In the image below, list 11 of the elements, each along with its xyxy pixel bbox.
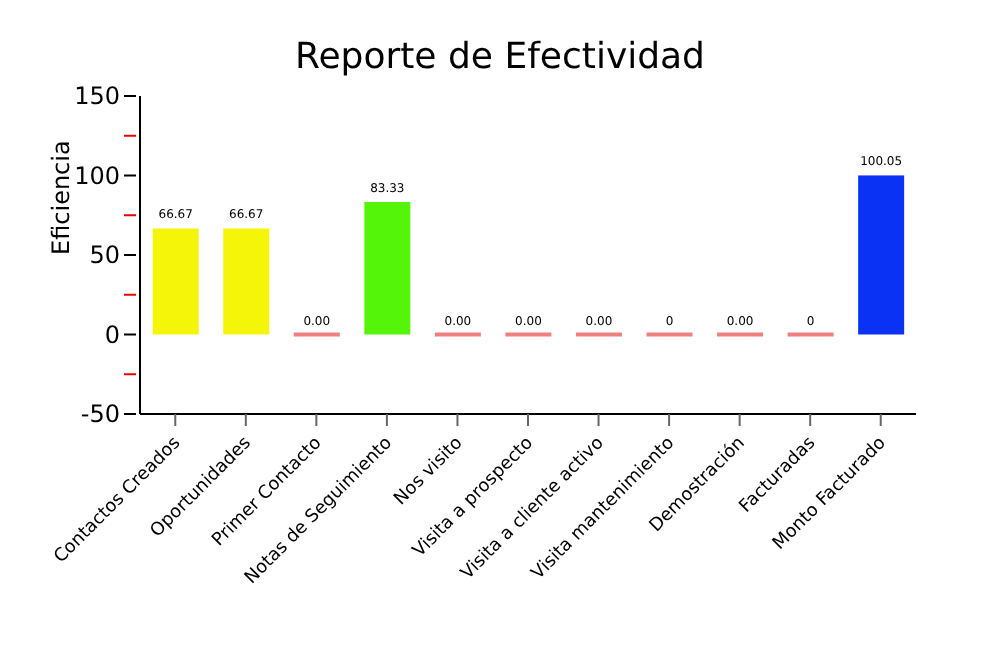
y-tick-label: 50 [89,241,120,269]
bar [152,228,199,335]
y-tick-label: -50 [80,400,120,428]
chart-title: Reporte de Efectividad [293,36,707,82]
bar [858,175,905,335]
y-tick-label: 150 [74,82,120,110]
y-axis-title: Eficiencia [46,140,75,255]
bar [364,202,411,335]
y-tick-label: 0 [104,320,120,349]
y-tick-label: 100 [74,161,120,190]
bar [223,228,270,335]
